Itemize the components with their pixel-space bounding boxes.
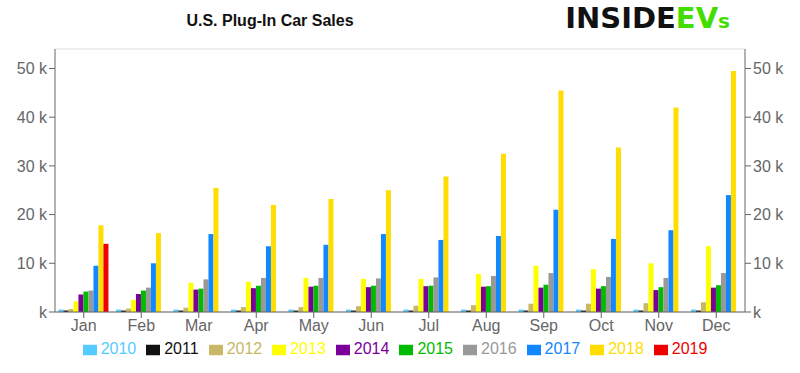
svg-text:10 k: 10 k xyxy=(753,255,784,272)
svg-text:50 k: 50 k xyxy=(753,60,784,77)
html-text:2010: 2010 xyxy=(100,340,137,357)
html-text:2013: 2013 xyxy=(290,340,326,357)
svg-text:k: k xyxy=(39,304,48,321)
html-text:2014: 2014 xyxy=(353,340,390,357)
svg-text:Aug: Aug xyxy=(472,317,500,334)
svg-text:20 k: 20 k xyxy=(17,206,48,223)
svg-text:10 k: 10 k xyxy=(17,255,48,272)
html-text:2018: 2018 xyxy=(608,340,644,357)
html-text:2012: 2012 xyxy=(226,340,263,357)
svg-text:30 k: 30 k xyxy=(17,158,48,175)
svg-text:30 k: 30 k xyxy=(753,158,784,175)
svg-text:Jun: Jun xyxy=(358,317,384,334)
html-text:INSIDE EVs: INSIDE EVs xyxy=(565,1,730,35)
svg-text:k: k xyxy=(753,304,762,321)
svg-text:May: May xyxy=(299,317,329,334)
svg-text:Dec: Dec xyxy=(702,317,730,334)
html-text:2017: 2017 xyxy=(544,340,581,357)
html-text:2015: 2015 xyxy=(417,340,453,357)
svg-text:Oct: Oct xyxy=(589,317,614,334)
svg-text:Mar: Mar xyxy=(185,317,213,334)
html-text:2016: 2016 xyxy=(481,340,517,357)
svg-text:Jan: Jan xyxy=(71,317,97,334)
html-text:U.S. Plug-In Car Sales: U.S. Plug-In Car Sales xyxy=(186,12,354,29)
html-text:2011: 2011 xyxy=(164,340,199,357)
svg-text:Sep: Sep xyxy=(530,317,559,334)
svg-text:40 k: 40 k xyxy=(753,109,784,126)
svg-text:Apr: Apr xyxy=(244,317,270,334)
svg-text:20 k: 20 k xyxy=(753,206,784,223)
svg-text:40 k: 40 k xyxy=(17,109,48,126)
svg-text:Feb: Feb xyxy=(127,317,155,334)
html-text:2019: 2019 xyxy=(671,340,708,357)
svg-text:Nov: Nov xyxy=(645,317,673,334)
svg-text:Jul: Jul xyxy=(419,317,439,334)
svg-text:50 k: 50 k xyxy=(17,60,48,77)
